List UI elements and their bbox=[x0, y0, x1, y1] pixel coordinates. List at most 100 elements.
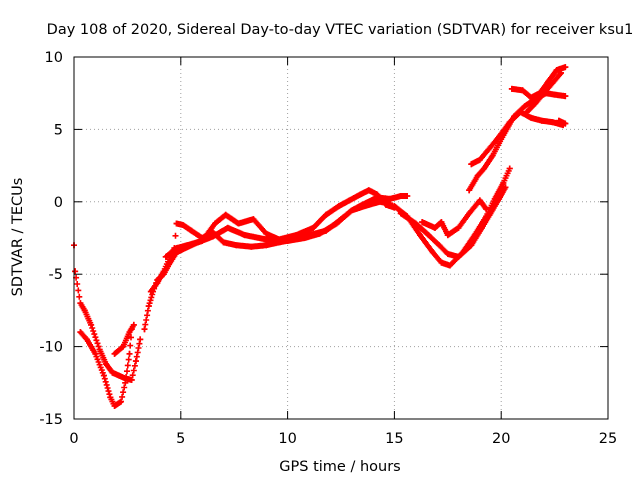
data-point bbox=[521, 103, 528, 110]
data-point bbox=[199, 237, 206, 244]
data-point bbox=[382, 201, 389, 208]
data-point bbox=[444, 232, 451, 239]
y-tick-label: 5 bbox=[54, 122, 63, 138]
data-point bbox=[397, 193, 404, 200]
data-point bbox=[425, 232, 432, 239]
data-point bbox=[476, 156, 483, 163]
data-point bbox=[508, 85, 515, 92]
data-point bbox=[361, 203, 368, 210]
data-point bbox=[222, 211, 229, 218]
data-point bbox=[346, 197, 353, 204]
data-point bbox=[77, 329, 84, 336]
data-point bbox=[545, 78, 552, 85]
y-tick-label: -5 bbox=[49, 267, 63, 283]
data-point bbox=[335, 203, 342, 210]
data-point bbox=[323, 227, 330, 234]
data-point bbox=[145, 303, 152, 310]
data-point bbox=[404, 193, 411, 200]
data-point bbox=[528, 114, 535, 121]
data-point bbox=[348, 207, 355, 214]
data-points bbox=[71, 64, 569, 409]
data-point bbox=[365, 187, 372, 194]
data-point bbox=[179, 221, 186, 228]
data-point bbox=[81, 307, 88, 314]
data-point bbox=[250, 216, 257, 223]
data-point bbox=[500, 132, 507, 139]
data-point bbox=[77, 300, 84, 307]
data-point bbox=[528, 94, 535, 101]
data-point bbox=[466, 187, 473, 194]
data-point bbox=[483, 206, 490, 213]
data-point bbox=[374, 191, 381, 198]
data-point bbox=[310, 224, 317, 231]
y-tick-label: -15 bbox=[39, 412, 63, 428]
data-point bbox=[276, 236, 283, 243]
data-point bbox=[562, 93, 569, 100]
data-point bbox=[111, 402, 118, 409]
data-point bbox=[128, 376, 135, 383]
data-point bbox=[489, 152, 496, 159]
data-point bbox=[130, 321, 137, 328]
data-point bbox=[100, 372, 107, 379]
series-track-c bbox=[111, 321, 137, 357]
data-point bbox=[83, 336, 90, 343]
data-point bbox=[496, 195, 503, 202]
series-track-n bbox=[555, 117, 569, 127]
data-point bbox=[220, 239, 227, 246]
data-point bbox=[562, 64, 569, 71]
data-point bbox=[188, 227, 195, 234]
plot-frame bbox=[73, 56, 609, 420]
series-track-b bbox=[77, 326, 135, 409]
data-point bbox=[160, 268, 167, 275]
x-axis-label: GPS time / hours bbox=[279, 459, 400, 475]
x-tick-label: 0 bbox=[69, 431, 78, 447]
x-tick-label: 25 bbox=[599, 431, 617, 447]
data-point bbox=[549, 119, 556, 126]
data-point bbox=[500, 179, 507, 186]
data-point bbox=[235, 220, 242, 227]
data-point bbox=[538, 117, 545, 124]
data-point bbox=[263, 230, 270, 237]
x-tick-label: 20 bbox=[492, 431, 510, 447]
data-point bbox=[115, 372, 122, 379]
data-point bbox=[553, 67, 560, 74]
data-point bbox=[429, 249, 436, 256]
data-point bbox=[72, 268, 79, 275]
data-point bbox=[137, 336, 144, 343]
data-point bbox=[248, 243, 255, 250]
x-tick-label: 5 bbox=[176, 431, 185, 447]
data-point bbox=[184, 242, 191, 249]
data-point bbox=[241, 232, 248, 239]
data-point bbox=[468, 242, 475, 249]
data-point bbox=[468, 161, 475, 168]
data-point bbox=[141, 326, 148, 333]
data-point bbox=[487, 210, 494, 217]
data-point bbox=[357, 191, 364, 198]
data-point bbox=[562, 120, 569, 127]
data-point bbox=[154, 279, 161, 286]
data-point bbox=[147, 288, 154, 295]
data-point bbox=[122, 379, 129, 386]
data-point bbox=[431, 224, 438, 231]
data-point bbox=[103, 360, 110, 367]
y-tick-label: -10 bbox=[39, 340, 63, 356]
data-point bbox=[549, 80, 556, 87]
data-point bbox=[109, 369, 116, 376]
data-point bbox=[173, 245, 180, 252]
data-point bbox=[444, 250, 451, 257]
data-point bbox=[485, 146, 492, 153]
series-track-i bbox=[419, 197, 490, 239]
data-point bbox=[532, 100, 539, 107]
data-point bbox=[397, 210, 404, 217]
data-point bbox=[323, 211, 330, 218]
data-point bbox=[478, 224, 485, 231]
series-track-l bbox=[508, 64, 569, 101]
series-track-f bbox=[162, 187, 398, 260]
data-point bbox=[446, 262, 453, 269]
data-point bbox=[519, 87, 526, 94]
data-point bbox=[391, 203, 398, 210]
data-point bbox=[338, 216, 344, 223]
y-tick-label: 10 bbox=[45, 50, 63, 66]
data-point bbox=[132, 358, 139, 365]
